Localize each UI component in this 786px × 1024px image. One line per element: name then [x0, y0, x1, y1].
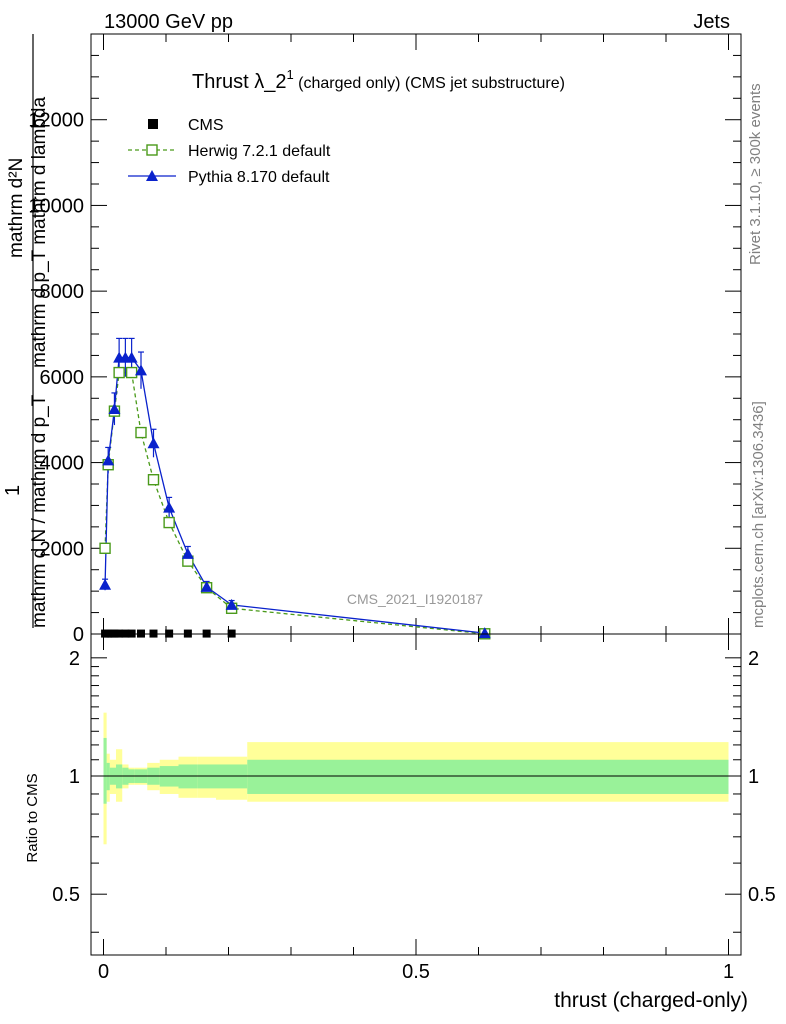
ratio-tick-label: 0.5: [52, 884, 80, 906]
ratio-tick-label-right: 0.5: [748, 884, 776, 906]
x-tick-label: 0.5: [402, 961, 430, 983]
y-tick-label: 8000: [40, 281, 85, 303]
herwig-point: [113, 366, 125, 379]
pythia-point: [163, 501, 176, 513]
pythia-point: [478, 627, 491, 639]
ratio-plot-frame: [90, 633, 742, 956]
legend-entry-cms: CMS: [148, 117, 224, 134]
main-y-axis-label: mathrm d²N mathrm d p_T mathrm d lambda …: [2, 34, 50, 628]
ratio-tick-label-right: 1: [748, 766, 759, 788]
legend: CMS Herwig 7.2.1 default Pythia 8.170 de…: [128, 117, 331, 186]
plot-title-main: Thrust λ_2: [192, 71, 286, 93]
y-label-norm: mathrm d N / mathrm d p_T: [29, 394, 50, 628]
legend-marker-herwig: [146, 144, 158, 156]
pythia-point: [135, 364, 147, 376]
x-tick-label: 0: [98, 961, 109, 983]
y-label-numerator: mathrm d²N: [6, 158, 27, 258]
y-tick-label: 0: [73, 624, 84, 646]
y-label-one: 1: [2, 485, 24, 496]
y-tick-label: 2000: [40, 538, 85, 560]
ratio-band-inner: [247, 759, 729, 794]
ratio-frame-border: [90, 633, 742, 956]
legend-label-cms: CMS: [188, 117, 224, 134]
plot-title-rest: (charged only) (CMS jet substructure): [294, 75, 565, 92]
rivet-info: Rivet 3.1.10, ≥ 300k events: [747, 83, 764, 265]
pythia-point: [147, 437, 160, 449]
ratio-band-inner: [103, 737, 107, 804]
plot-title: Thrust λ_21 (charged only) (CMS jet subs…: [192, 67, 565, 93]
pythia-point: [181, 547, 194, 559]
ratio-band-inner: [106, 762, 110, 791]
y-tick-label: 10000: [28, 195, 84, 217]
x-axis-label: thrust (charged-only): [554, 989, 748, 1012]
ratio-tick-label-right: 2: [748, 648, 759, 670]
ratio-tick-label: 1: [69, 766, 80, 788]
ratio-tick-label: 2: [69, 648, 80, 670]
pythia-point: [125, 351, 138, 363]
legend-label-pythia: Pythia 8.170 default: [188, 169, 330, 186]
chart-marks: 0 0.5 1 0 2000 4000 6000 8000 10000 12000 0.5 0.5 1 1…: [28, 34, 776, 983]
herwig-point: [163, 516, 175, 529]
legend-marker-cms: [148, 119, 158, 129]
y-tick-label: 6000: [40, 367, 85, 389]
y-tick-label: 12000: [28, 110, 84, 132]
pythia-point: [200, 580, 213, 592]
plot-title-superscript: 1: [286, 67, 293, 82]
pythia-point: [102, 454, 115, 466]
herwig-point: [147, 474, 160, 486]
beam-label: 13000 GeV pp: [104, 11, 233, 33]
herwig-point: [99, 542, 111, 554]
x-tick-label: 1: [723, 961, 734, 983]
mcplots-info: mcplots.cern.ch [arXiv:1306.3436]: [750, 401, 767, 628]
legend-entry-pythia: Pythia 8.170 default: [128, 169, 330, 186]
y-tick-label: 4000: [40, 453, 85, 475]
legend-entry-herwig: Herwig 7.2.1 default: [128, 143, 331, 160]
pythia-point: [99, 578, 112, 590]
herwig-point: [125, 366, 138, 379]
legend-marker-pythia: [146, 170, 158, 181]
ratio-y-axis-label: Ratio to CMS: [24, 773, 41, 862]
process-label: Jets: [693, 11, 730, 33]
pythia-point: [108, 403, 121, 414]
herwig-point: [135, 426, 147, 439]
legend-label-herwig: Herwig 7.2.1 default: [188, 143, 331, 160]
analysis-id: CMS_2021_I1920187: [347, 591, 483, 607]
pythia-point: [225, 598, 238, 610]
y-label-denominator: mathrm d p_T mathrm d lambda: [29, 97, 50, 368]
